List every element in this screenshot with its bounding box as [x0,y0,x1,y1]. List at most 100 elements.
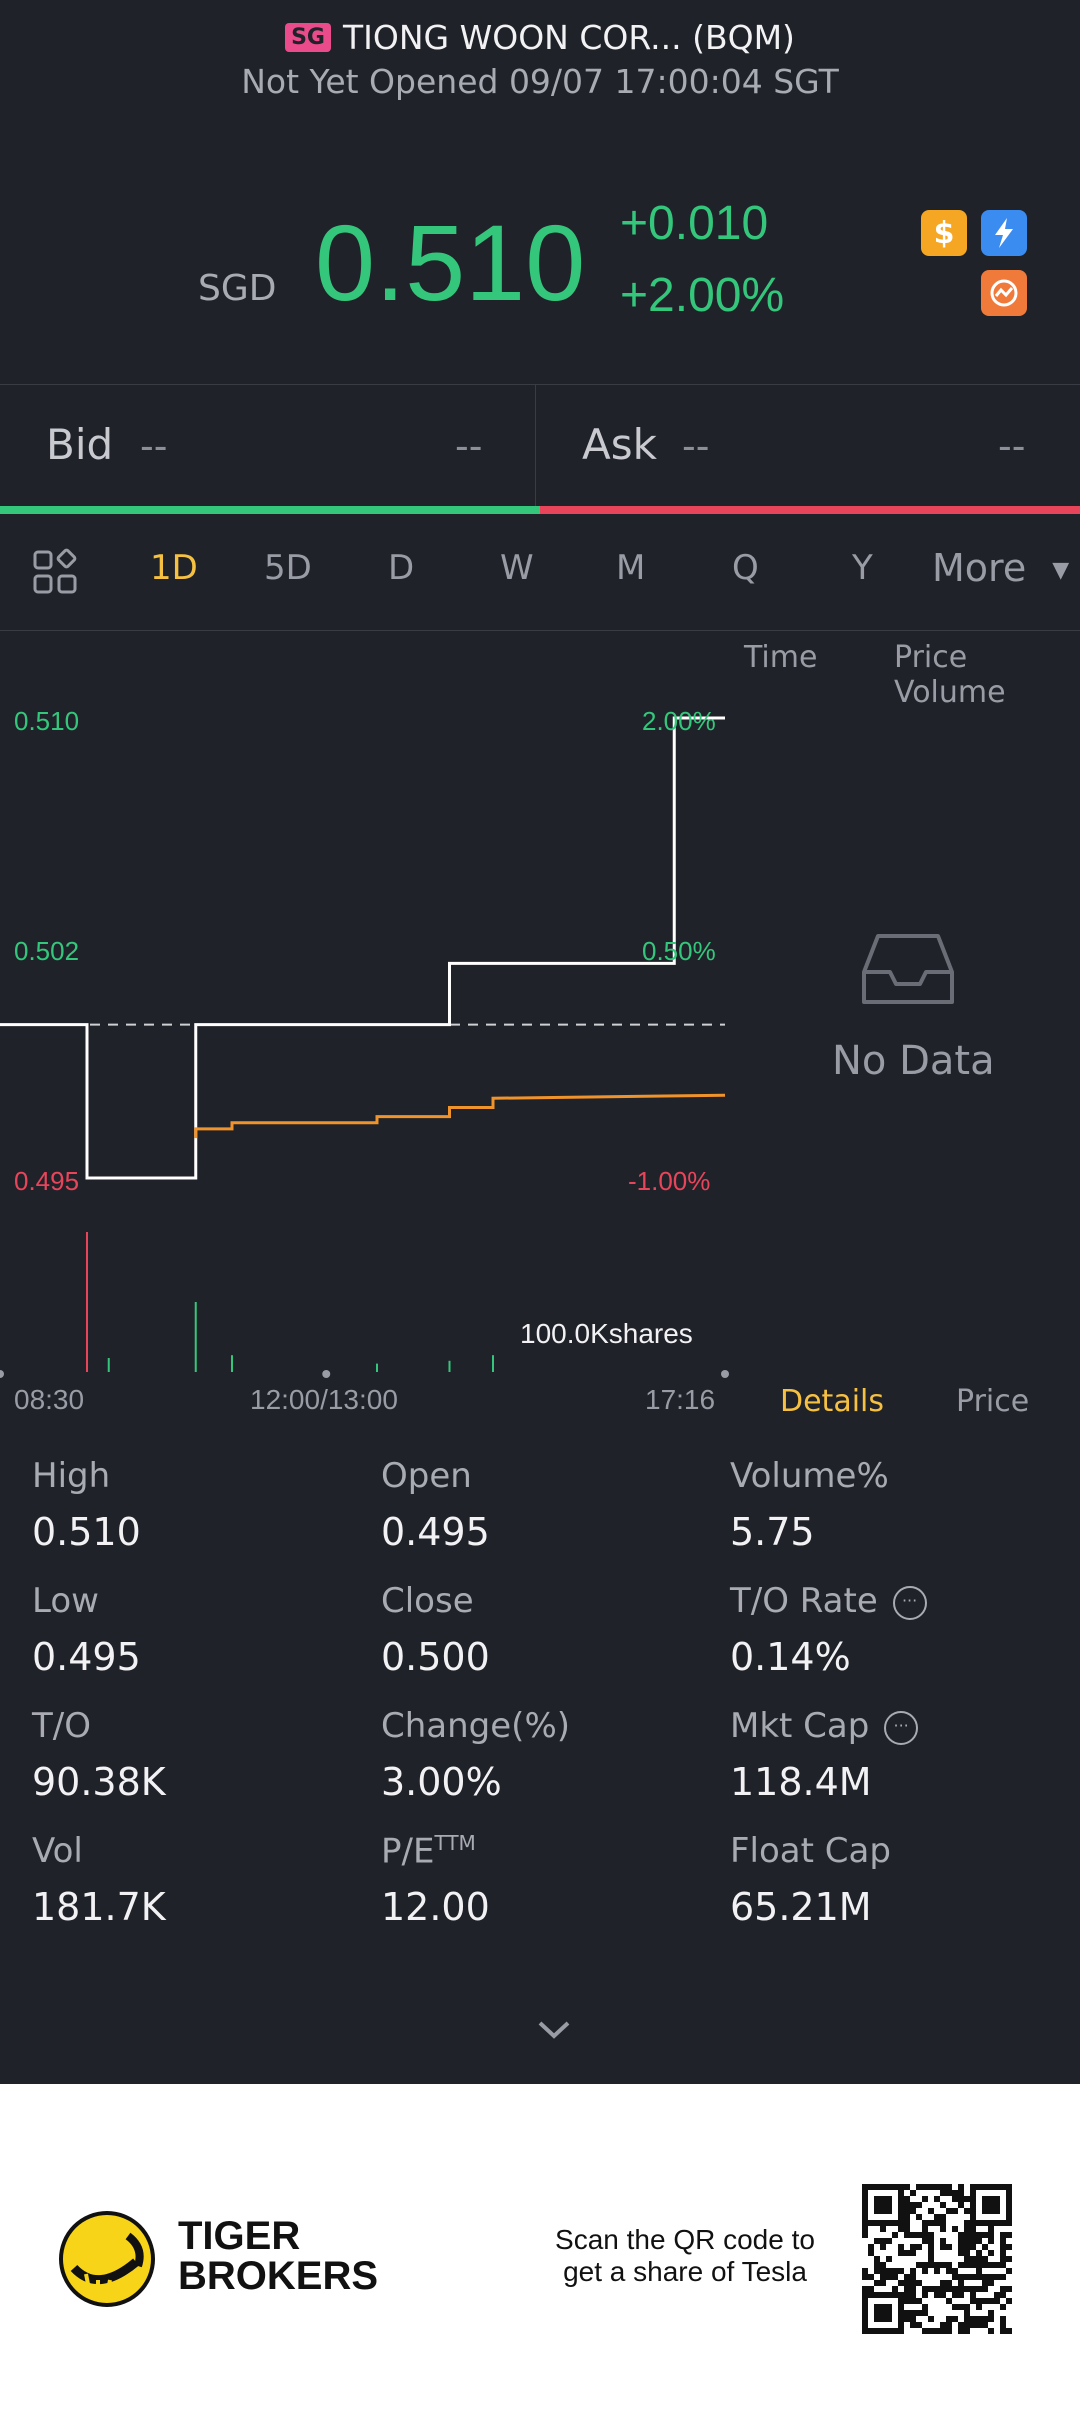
tab-w[interactable]: W [500,548,534,588]
bid-ratio-bar [0,506,540,514]
tab-q[interactable]: Q [732,548,759,588]
volume-bar-3 [231,1355,233,1372]
volume-bar-5 [448,1360,451,1372]
scan-line2: get a share of Tesla [563,2256,807,2287]
scan-line1: Scan the QR code to [555,2224,815,2255]
series-line-average [194,1093,726,1139]
divider [0,630,1080,631]
volume-bar-2 [194,1302,197,1372]
stat-label-to-rate: T/O Rate ··· [730,1581,927,1621]
stat-value-vol: 181.7K [32,1885,166,1929]
brand-line1: TIGER [178,2214,301,2258]
stat-label-turnover: T/O [32,1706,91,1746]
bid-label: Bid [46,420,114,469]
tab-y[interactable]: Y [852,548,873,588]
x-label-open: 08:30 [14,1384,85,1415]
stat-label-change-pct: Change(%) [381,1706,571,1746]
stat-label-high: High [32,1456,111,1496]
pct-label-mid: 0.50% [642,936,716,966]
tab-d[interactable]: D [388,548,415,588]
tab-1d[interactable]: 1D [150,548,198,588]
volume-bar-4 [376,1363,378,1372]
price-change: +0.010 [620,197,769,250]
dollar-icon[interactable]: $ [921,210,967,256]
more-info-icon[interactable]: ··· [892,1585,927,1620]
stat-value-low: 0.495 [32,1635,141,1679]
layout-grid-icon[interactable] [32,548,80,600]
x-label-close: 17:16 [645,1384,716,1415]
tab-time[interactable]: Time [744,640,818,675]
stat-label-float-cap: Float Cap [730,1831,891,1871]
stock-title[interactable]: TIONG WOON COR... (BQM) [342,17,795,57]
stat-label-low: Low [32,1581,99,1621]
brand-line2: BROKERS [178,2254,379,2298]
volume-bar-6 [492,1355,494,1372]
x-label-midday: 12:00/13:00 [250,1384,398,1415]
volume-bar-0 [86,1232,88,1372]
stat-value-float-cap: 65.21M [730,1885,872,1929]
y-label-low: 0.495 [14,1166,80,1196]
more-info-icon[interactable]: ··· [884,1710,919,1745]
tiger-logo-icon [58,2210,156,2312]
bid-ask-separator [535,384,536,506]
tab-price-volume[interactable]: Price Volume [894,640,1006,710]
ask-price: -- [682,424,710,468]
price-change-percent: +2.00% [620,269,785,322]
market-status: Not Yet Opened 09/07 17:00:04 SGT [241,62,839,101]
ask-size: -- [998,424,1026,468]
market-badge: SG [285,22,331,52]
x-axis-tick-1 [322,1370,331,1378]
stat-value-high: 0.510 [32,1510,141,1554]
stat-value-volume-pct: 5.75 [730,1510,815,1554]
tab-m[interactable]: M [616,548,646,588]
bid-size: -- [455,424,483,468]
stat-label-to-rate-text: T/O Rate [730,1581,878,1621]
stat-label-volume-pct: Volume% [730,1456,889,1496]
scan-text: Scan the QR code to get a share of Tesla [540,2224,830,2288]
chevron-down-icon: ▼ [1052,558,1070,583]
y-label-mid: 0.502 [14,936,80,966]
tab-5d[interactable]: 5D [264,548,312,588]
qr-code[interactable] [862,2184,1012,2338]
lightning-icon[interactable] [981,210,1027,256]
more-label: More [932,546,1027,590]
no-data-text: No Data [832,1038,995,1084]
chart-swap-icon[interactable] [981,270,1027,316]
ttm-superscript: TTM [434,1831,476,1855]
stat-label-mkt-cap: Mkt Cap ··· [730,1706,919,1746]
title-row: SG TIONG WOON COR... (BQM) [0,12,1080,62]
pct-label-low: -1.00% [628,1166,711,1196]
volume-scale-label: 100.0Kshares [520,1318,693,1349]
x-axis-tick-0 [0,1370,4,1378]
bid-price: -- [140,424,168,468]
tab-details[interactable]: Details [780,1384,885,1419]
stat-label-pe: P/ETTM [381,1831,476,1871]
ask-ratio-bar [540,506,1080,514]
stat-value-change-pct: 3.00% [381,1760,502,1804]
volume-bar-1 [107,1358,110,1372]
y-label-high: 0.510 [14,706,80,736]
stat-value-pe: 12.00 [381,1885,490,1929]
currency-label: SGD [198,268,277,309]
stat-label-pe-text: P/E [381,1831,435,1872]
stat-label-open: Open [381,1456,472,1496]
last-price: 0.510 [315,202,586,323]
stat-value-turnover: 90.38K [32,1760,166,1804]
tab-price[interactable]: Price [956,1384,1030,1419]
expand-chevron-icon[interactable] [537,2020,571,2044]
stat-label-vol: Vol [32,1831,83,1871]
series-line-price [0,716,725,1180]
divider [0,384,1080,385]
stat-value-to-rate: 0.14% [730,1635,851,1679]
promo-footer: TIGER BROKERS Scan the QR code to get a … [0,2084,1080,2429]
tab-more[interactable]: More ▼ [932,546,1069,590]
x-axis-tick-2 [721,1370,729,1378]
ask-label: Ask [582,420,657,469]
stat-label-close: Close [381,1581,474,1621]
stat-value-mkt-cap: 118.4M [730,1760,872,1804]
intraday-chart[interactable] [0,650,740,1390]
stat-value-open: 0.495 [381,1510,490,1554]
stat-value-close: 0.500 [381,1635,490,1679]
pct-label-high: 2.00% [642,706,716,736]
empty-inbox-icon [860,930,956,1014]
